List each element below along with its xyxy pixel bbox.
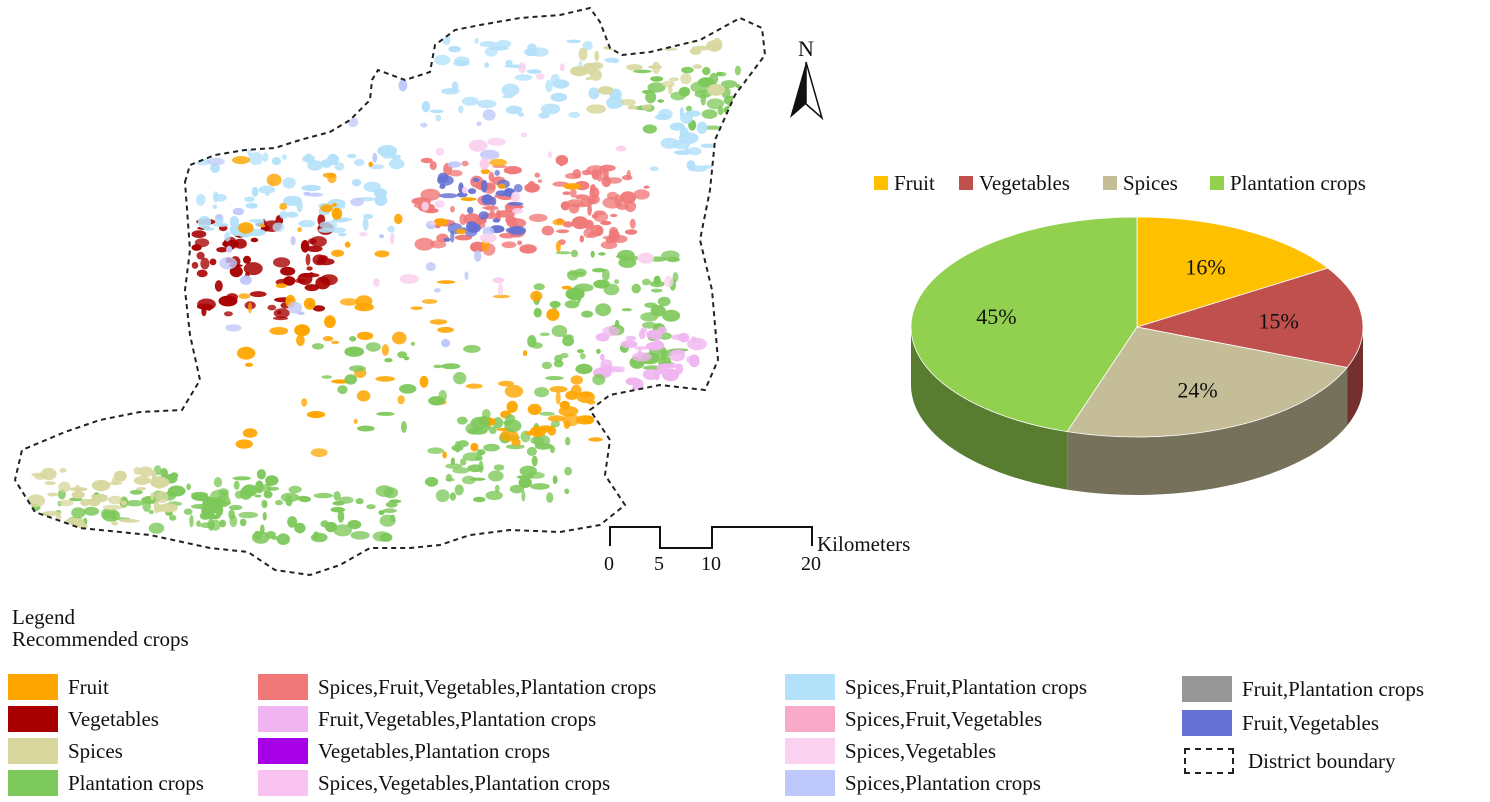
- legend-item-fruit-vegetables-plantation: Fruit,Vegetables,Plantation crops: [258, 704, 596, 734]
- legend-item-vegetables: Vegetables: [8, 704, 159, 734]
- legend-label: Plantation crops: [68, 770, 204, 795]
- legend-label: Spices,Plantation crops: [845, 770, 1041, 795]
- legend-swatch: [785, 770, 835, 796]
- legend-swatch: [1182, 710, 1232, 736]
- pie-legend-fruit: Fruit: [894, 171, 935, 195]
- pie-slice-plantation-crops: [910, 216, 1138, 433]
- legend-swatch: [785, 738, 835, 764]
- pie-side-spices: [1067, 367, 1348, 495]
- legend-item-spices-vegetables: Spices,Vegetables: [785, 736, 996, 766]
- legend-label: Fruit,Vegetables,Plantation crops: [318, 706, 597, 731]
- pie-slice-spices: [1066, 326, 1348, 438]
- legend-item-spices: Spices: [8, 736, 123, 766]
- district-map: [13, 6, 767, 577]
- legend-title: Legend: [12, 605, 75, 629]
- legend-item-spices-fruit-plantation: Spices,Fruit,Plantation crops: [785, 672, 1087, 702]
- crop-suitability-patches: [16, 35, 765, 545]
- pie-label-spices: 24%: [1177, 378, 1217, 403]
- pie-chart: 16% 15% 24% 45%: [910, 216, 1364, 495]
- legend-item-spices-plantation: Spices,Plantation crops: [785, 768, 1041, 798]
- legend-swatch: [8, 770, 58, 796]
- pie-legend-swatch-spices: [1103, 176, 1117, 190]
- pie-legend-vegetables: Vegetables: [979, 171, 1070, 195]
- legend-swatch: [258, 674, 308, 700]
- scale-tick-10: 10: [701, 553, 721, 575]
- legend-label: Spices,Fruit,Vegetables,Plantation crops: [318, 674, 657, 699]
- legend-subtitle: Recommended crops: [12, 627, 189, 651]
- legend-label: Spices,Vegetables,Plantation crops: [318, 770, 611, 795]
- pie-legend: Fruit Vegetables Spices Plantation crops: [874, 171, 1366, 195]
- legend-swatch: [8, 738, 58, 764]
- legend-item-district-boundary: District boundary: [1184, 746, 1396, 776]
- legend-swatch: [785, 674, 835, 700]
- legend-swatch: [8, 674, 58, 700]
- legend-label: Spices,Fruit,Vegetables: [845, 706, 1043, 731]
- legend-swatch: [785, 706, 835, 732]
- legend-label: Spices,Fruit,Plantation crops: [845, 674, 1088, 699]
- legend-item-spices-fruit-vegetables: Spices,Fruit,Vegetables: [785, 704, 1042, 734]
- north-label: N: [798, 36, 814, 61]
- pie-legend-swatch-plantation: [1210, 176, 1224, 190]
- legend-label: Vegetables: [68, 706, 159, 731]
- north-arrow: N: [790, 36, 824, 121]
- legend-item-fruit-plantation: Fruit,Plantation crops: [1182, 674, 1424, 704]
- pie-slice-vegetables: [1136, 267, 1364, 368]
- scale-tick-0: 0: [604, 553, 614, 575]
- pie-side-plantation-crops: [911, 327, 1068, 490]
- pie-legend-spices: Spices: [1123, 171, 1178, 195]
- legend-swatch: [258, 706, 308, 732]
- pie-label-vegetables: 15%: [1259, 309, 1299, 334]
- pie-legend-plantation: Plantation crops: [1230, 171, 1366, 195]
- legend-label: District boundary: [1248, 748, 1396, 773]
- north-arrow-icon: [790, 62, 806, 118]
- pie-legend-swatch-vegetables: [959, 176, 973, 190]
- legend-item-plantation-crops: Plantation crops: [8, 768, 204, 798]
- district-boundary-line: [13, 6, 767, 577]
- legend-label: Spices,Vegetables: [845, 738, 997, 763]
- legend-swatch: [258, 770, 308, 796]
- legend-swatch: [1182, 676, 1232, 702]
- pie-label-fruit: 16%: [1185, 254, 1225, 279]
- scale-unit: Kilometers: [817, 532, 910, 556]
- legend-item-vegetables-plantation: Vegetables,Plantation crops: [258, 736, 550, 766]
- pie-side-vegetables: [1347, 327, 1363, 426]
- legend-item-spices-vegetables-plantation: Spices,Vegetables,Plantation crops: [258, 768, 610, 798]
- pie-legend-swatch-fruit: [874, 176, 888, 190]
- scale-bar: Kilometers 0 5 10 20: [604, 526, 910, 575]
- legend-label: Fruit: [68, 674, 109, 699]
- legend-swatch: [8, 706, 58, 732]
- legend-label: Fruit,Plantation crops: [1242, 676, 1424, 701]
- legend-item-fruit: Fruit: [8, 672, 109, 702]
- legend-swatch: [258, 738, 308, 764]
- pie-label-plantation-crops: 45%: [976, 304, 1016, 329]
- district-boundary-icon: [1184, 748, 1234, 774]
- legend-label: Fruit,Vegetables: [1242, 710, 1380, 735]
- legend-label: Spices: [68, 738, 123, 763]
- legend-label: Vegetables,Plantation crops: [318, 738, 551, 763]
- legend-item-spices-fruit-vegetables-plantation: Spices,Fruit,Vegetables,Plantation crops: [258, 672, 656, 702]
- legend-item-fruit-vegetables-blue: Fruit,Vegetables: [1182, 708, 1379, 738]
- pie-slice-fruit: [1136, 216, 1329, 328]
- scale-tick-20: 20: [801, 553, 821, 575]
- scale-tick-5: 5: [654, 553, 664, 575]
